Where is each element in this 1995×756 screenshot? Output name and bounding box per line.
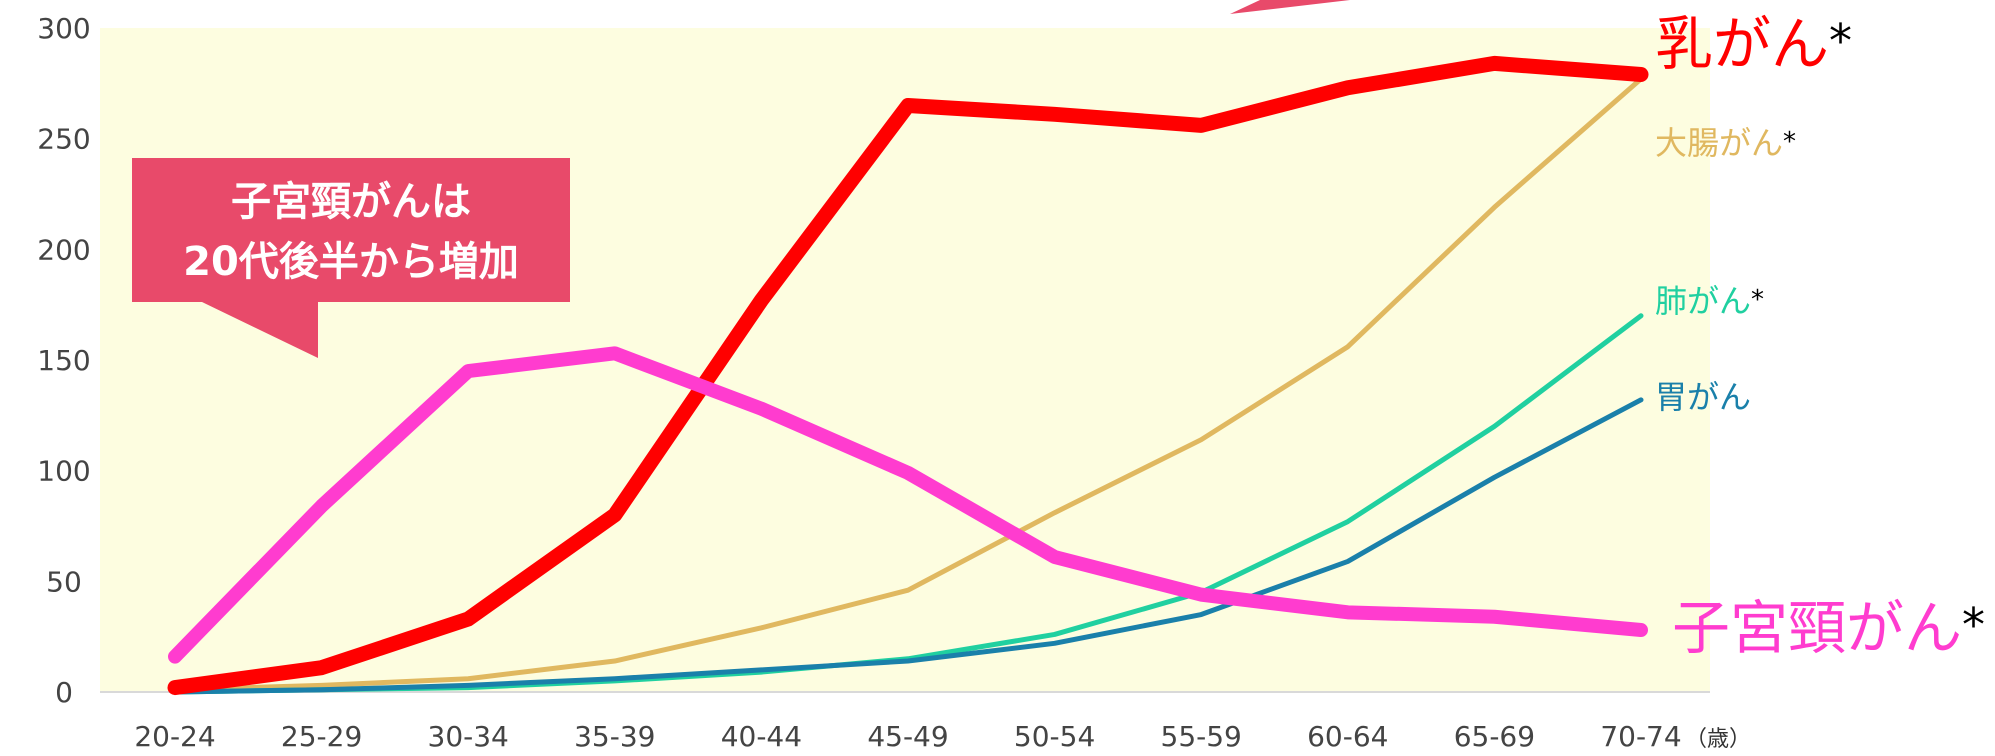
- annotation-callout: 子宮頸がんは 20代後半から増加: [132, 158, 570, 358]
- x-axis-unit: （歳）: [1685, 727, 1751, 752]
- x-tick-label: 45-49: [867, 720, 948, 753]
- x-tick-label: 50-54: [1014, 720, 1095, 753]
- y-tick-label: 300: [37, 12, 90, 45]
- x-tick-label: 25-29: [281, 720, 362, 753]
- x-tick-label: 35-39: [574, 720, 655, 753]
- series-line-3: [172, 397, 1644, 695]
- x-tick-label: 60-64: [1307, 720, 1388, 753]
- x-tick-label: 20-24: [134, 720, 215, 753]
- y-tick-label: 100: [37, 455, 90, 488]
- x-tick-label: 30-34: [428, 720, 509, 753]
- y-tick-label: 150: [37, 344, 90, 377]
- y-tick-label: 200: [37, 233, 90, 266]
- series-label-0: 乳がん*: [1655, 10, 1852, 78]
- series-lines: [167, 55, 1649, 696]
- series-asterisk: *: [1962, 598, 1985, 652]
- series-asterisk: *: [1783, 127, 1796, 157]
- y-axis-ticks: 0 50 100 150 200 250 300: [37, 12, 90, 709]
- series-line-4: [168, 346, 1648, 664]
- series-name: 胃がん: [1655, 378, 1751, 416]
- series-name: 肺がん: [1655, 282, 1751, 320]
- series-name: 子宮頸がん: [1672, 594, 1962, 662]
- series-line-0: [167, 55, 1649, 696]
- y-tick-label: 50: [46, 565, 82, 598]
- series-line-1: [172, 76, 1644, 693]
- series-label-2: 肺がん*: [1655, 282, 1764, 320]
- x-tick-label: 70-74: [1600, 720, 1681, 753]
- x-tick-label: 65-69: [1454, 720, 1535, 753]
- y-tick-label: 250: [37, 123, 90, 156]
- callout-line-2: 20代後半から増加: [183, 239, 519, 285]
- series-name: 大腸がん: [1655, 124, 1783, 162]
- series-label-1: 大腸がん*: [1655, 124, 1796, 162]
- offscreen-callout-tail: [1230, 0, 1350, 14]
- plot-area: [100, 28, 1710, 692]
- callout-box: [132, 158, 570, 358]
- series-label-3: 胃がん: [1655, 378, 1751, 416]
- x-tick-label: 55-59: [1161, 720, 1242, 753]
- series-label-4: 子宮頸がん*: [1672, 594, 1985, 662]
- series-asterisk: *: [1751, 285, 1764, 315]
- x-axis-ticks: 20-24 25-29 30-34 35-39 40-44 45-49 50-54 55-59…: [134, 720, 1751, 753]
- y-tick-label: 0: [55, 676, 73, 709]
- series-name: 乳がん: [1655, 10, 1829, 78]
- series-asterisk: *: [1829, 14, 1852, 68]
- callout-line-1: 子宮頸がんは: [231, 179, 471, 225]
- x-tick-label: 40-44: [721, 720, 802, 753]
